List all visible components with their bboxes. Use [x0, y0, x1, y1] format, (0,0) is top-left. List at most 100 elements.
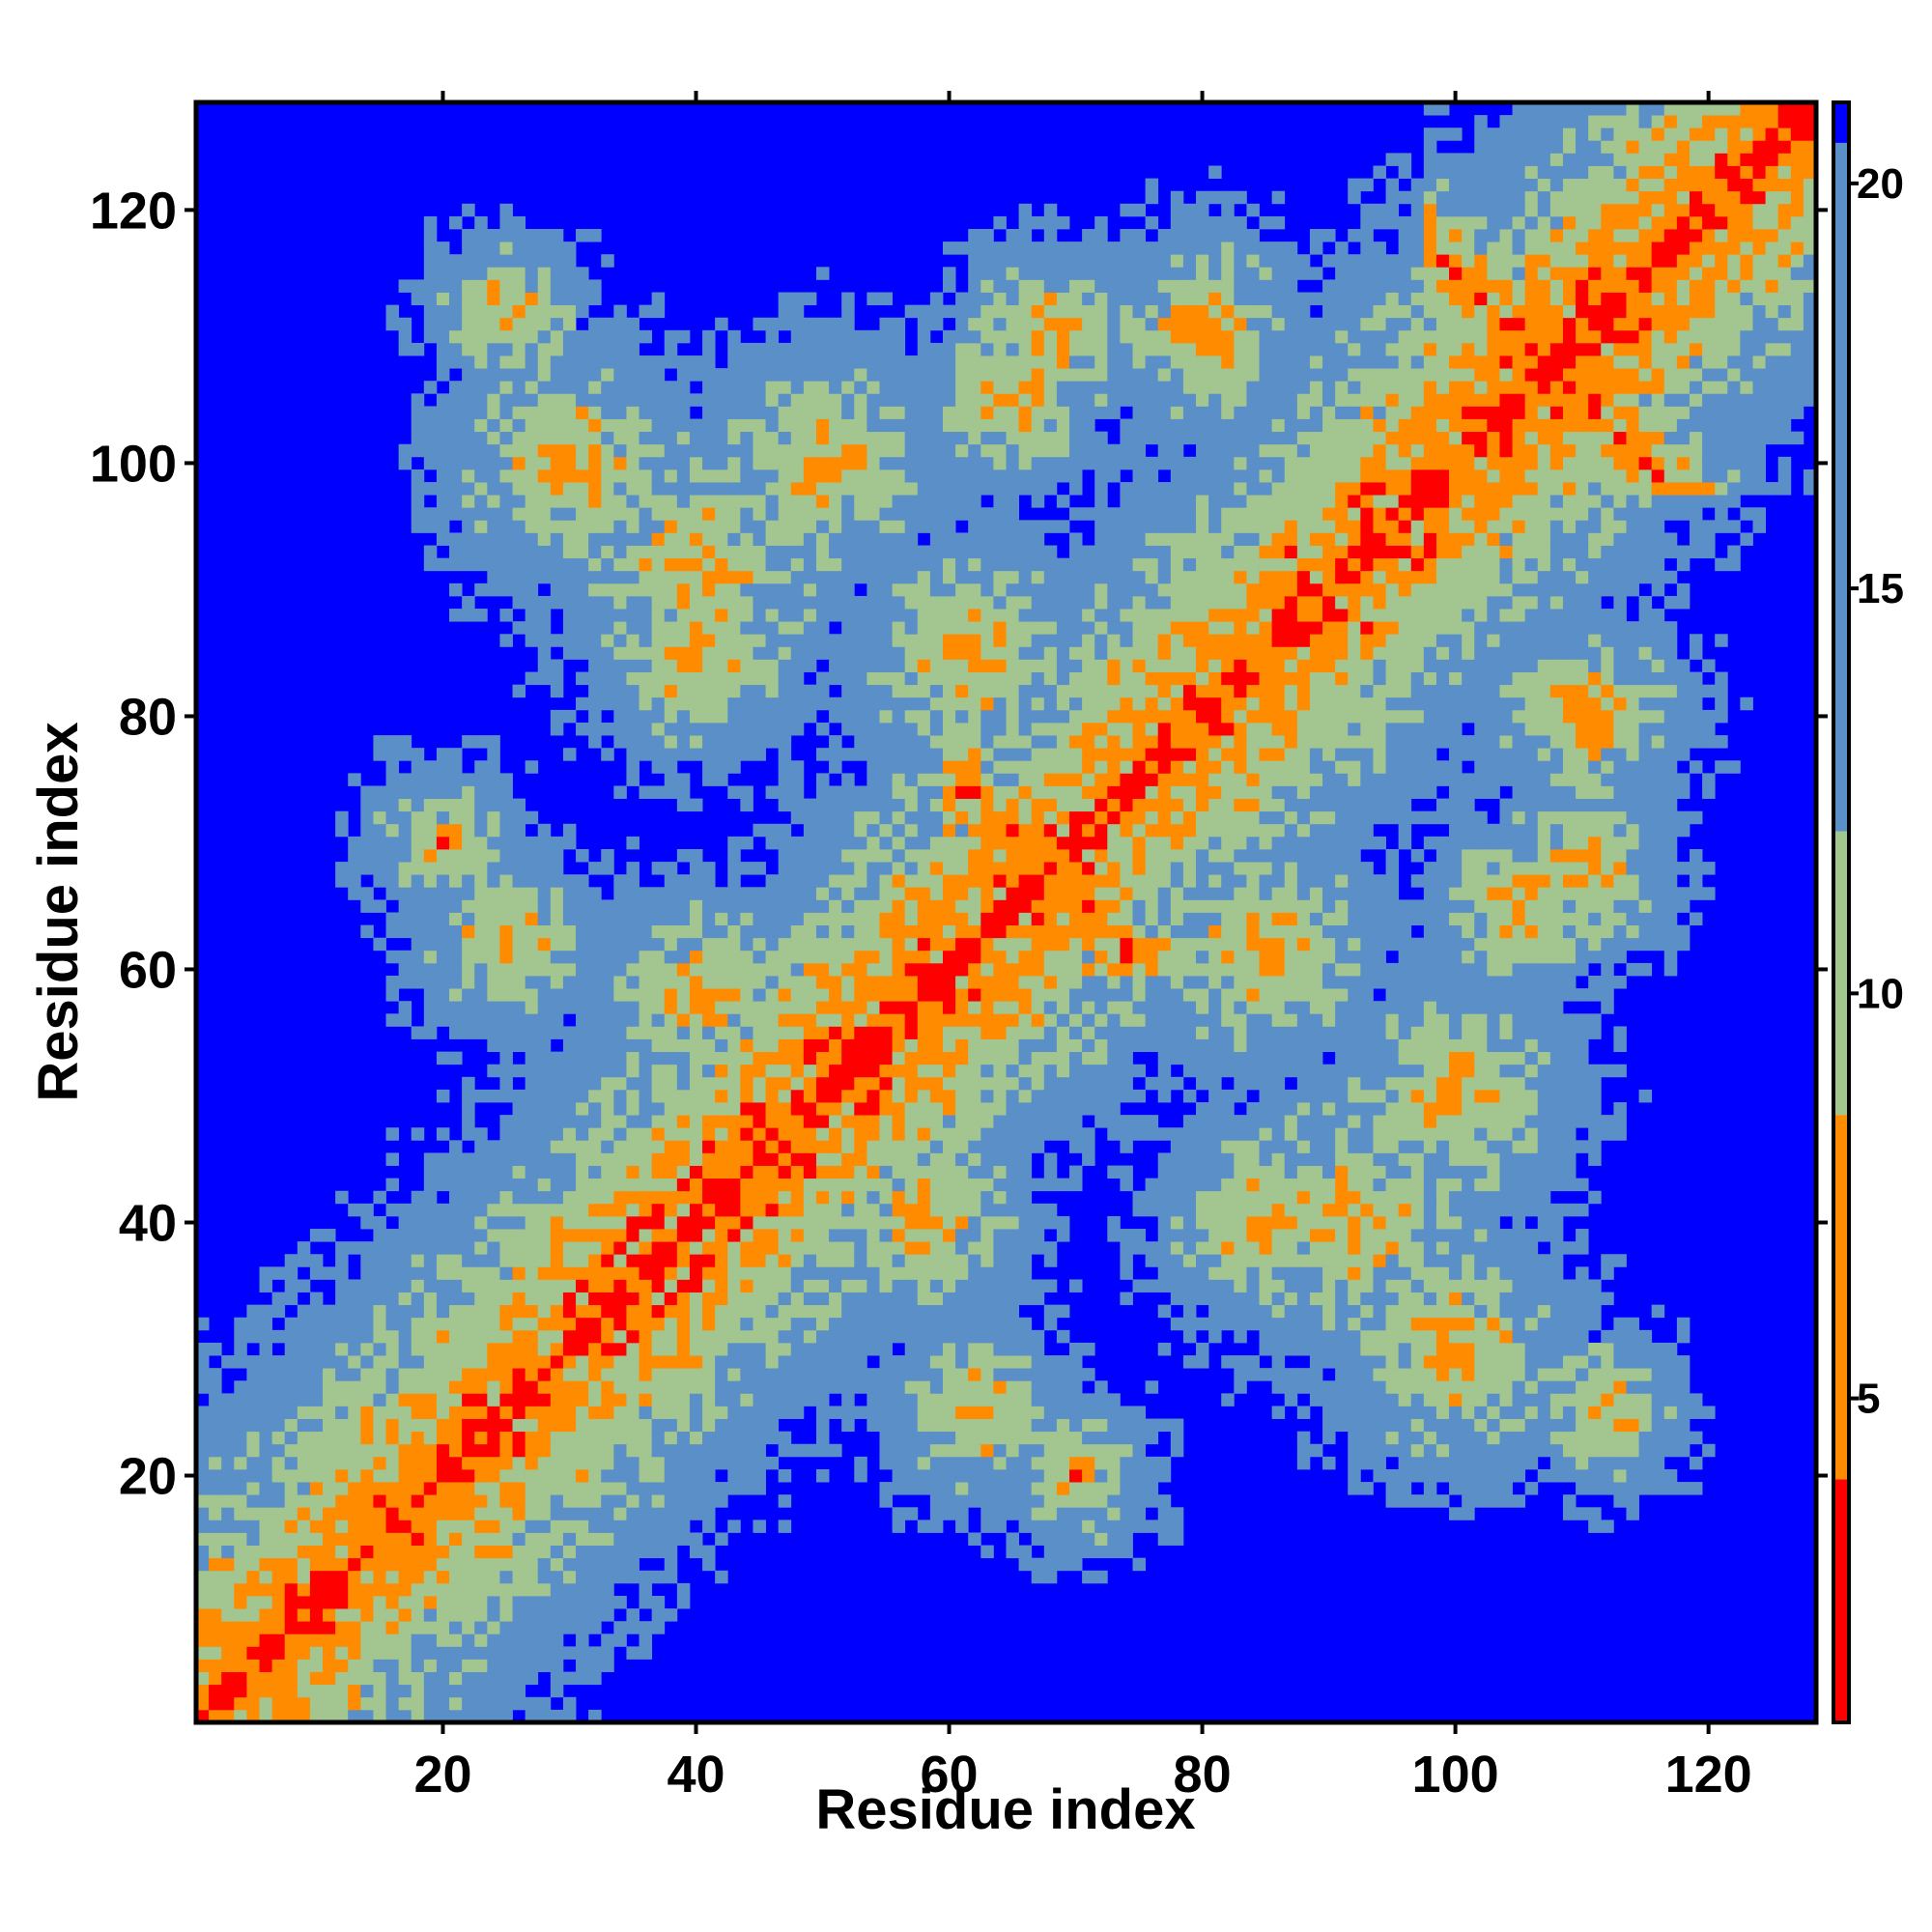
heatmap-cell [753, 381, 766, 394]
heatmap-cell [550, 1190, 564, 1205]
heatmap-cell [727, 545, 741, 559]
heatmap-cell [639, 1380, 653, 1394]
heatmap-cell [601, 1380, 614, 1394]
heatmap-cell [803, 557, 817, 572]
heatmap-cell [841, 1241, 855, 1255]
heatmap-cell [879, 1329, 893, 1344]
heatmap-cell [879, 823, 893, 838]
heatmap-cell [917, 1342, 931, 1356]
heatmap-cell [423, 1292, 438, 1306]
heatmap-cell [297, 1393, 311, 1406]
heatmap-cell [753, 482, 766, 496]
heatmap-cell [512, 482, 526, 496]
heatmap-cell [841, 659, 855, 672]
heatmap-cell [537, 317, 552, 331]
heatmap-cell [651, 760, 666, 774]
heatmap-cell [335, 1406, 349, 1419]
heatmap-cell [537, 659, 552, 672]
heatmap-cell [398, 1266, 412, 1280]
heatmap-cell [449, 760, 463, 774]
heatmap-cell [879, 1127, 893, 1141]
heatmap-cell [576, 229, 589, 242]
heatmap-cell [411, 406, 425, 419]
heatmap-cell [525, 570, 539, 584]
heatmap-cell [537, 1368, 552, 1381]
heatmap-cell [929, 976, 944, 989]
heatmap-cell [892, 1266, 906, 1280]
heatmap-cell [740, 355, 753, 369]
heatmap-cell [613, 443, 627, 458]
heatmap-cell [525, 456, 539, 470]
heatmap-cell [689, 609, 703, 622]
heatmap-cell [689, 899, 703, 913]
heatmap-cell [917, 836, 931, 850]
heatmap-cell [955, 418, 969, 433]
heatmap-cell [474, 836, 488, 850]
heatmap-cell [841, 1215, 855, 1230]
heatmap-cell [550, 1431, 564, 1445]
heatmap-cell [284, 1671, 298, 1686]
heatmap-cell [626, 1051, 639, 1065]
heatmap-cell [512, 1380, 526, 1394]
heatmap-cell [778, 671, 792, 686]
heatmap-cell [715, 1494, 728, 1508]
heatmap-cell [917, 1443, 931, 1458]
heatmap-cell [829, 1355, 842, 1369]
heatmap-cell [651, 609, 666, 622]
heatmap-cell [753, 887, 766, 900]
heatmap-cell [588, 1317, 602, 1331]
heatmap-cell [942, 1102, 956, 1116]
heatmap-cell [639, 1393, 653, 1406]
heatmap-cell [702, 1026, 716, 1039]
heatmap-cell [487, 1570, 500, 1584]
heatmap-cell [562, 1038, 577, 1053]
heatmap-cell [892, 520, 906, 533]
heatmap-cell [778, 912, 792, 925]
heatmap-cell [601, 507, 614, 521]
heatmap-cell [929, 950, 944, 964]
heatmap-cell [601, 456, 614, 470]
heatmap-cell [411, 1468, 425, 1483]
heatmap-cell [449, 1342, 463, 1356]
heatmap-cell [550, 988, 564, 1002]
heatmap-cell [929, 760, 944, 774]
heatmap-cell [474, 976, 488, 989]
heatmap-cell [929, 1304, 944, 1319]
heatmap-cell [841, 1127, 855, 1141]
heatmap-cell [309, 1443, 324, 1458]
heatmap-cell [892, 1380, 906, 1394]
heatmap-cell [753, 1443, 766, 1458]
heatmap-cell [740, 709, 753, 724]
heatmap-cell [411, 950, 425, 964]
heatmap-cell [525, 1229, 539, 1242]
heatmap-cell [411, 393, 425, 407]
heatmap-cell [385, 1582, 400, 1597]
heatmap-cell [727, 1380, 741, 1394]
heatmap-cell [436, 1215, 450, 1230]
heatmap-cell [651, 557, 666, 572]
heatmap-cell [765, 329, 780, 344]
heatmap-cell [980, 696, 994, 711]
heatmap-cell [398, 773, 412, 786]
heatmap-cell [221, 1570, 235, 1584]
heatmap-cell [715, 557, 728, 572]
heatmap-cell [689, 1140, 703, 1153]
heatmap-cell [613, 1165, 627, 1179]
heatmap-cell [487, 1532, 500, 1546]
heatmap-cell [765, 1215, 780, 1230]
heatmap-cell [436, 1178, 450, 1192]
heatmap-cell [499, 874, 513, 888]
heatmap-cell [917, 1064, 931, 1078]
heatmap-cell [778, 1215, 792, 1230]
heatmap-cell [942, 1254, 956, 1267]
heatmap-cell [740, 1317, 753, 1331]
heatmap-cell [449, 976, 463, 989]
heatmap-cell [487, 469, 500, 483]
heatmap-cell [449, 1380, 463, 1394]
heatmap-cell [904, 684, 919, 698]
heatmap-cell [499, 229, 513, 242]
heatmap-cell [892, 709, 906, 724]
heatmap-cell [474, 418, 488, 433]
heatmap-cell [892, 456, 906, 470]
heatmap-cell [626, 1165, 639, 1179]
